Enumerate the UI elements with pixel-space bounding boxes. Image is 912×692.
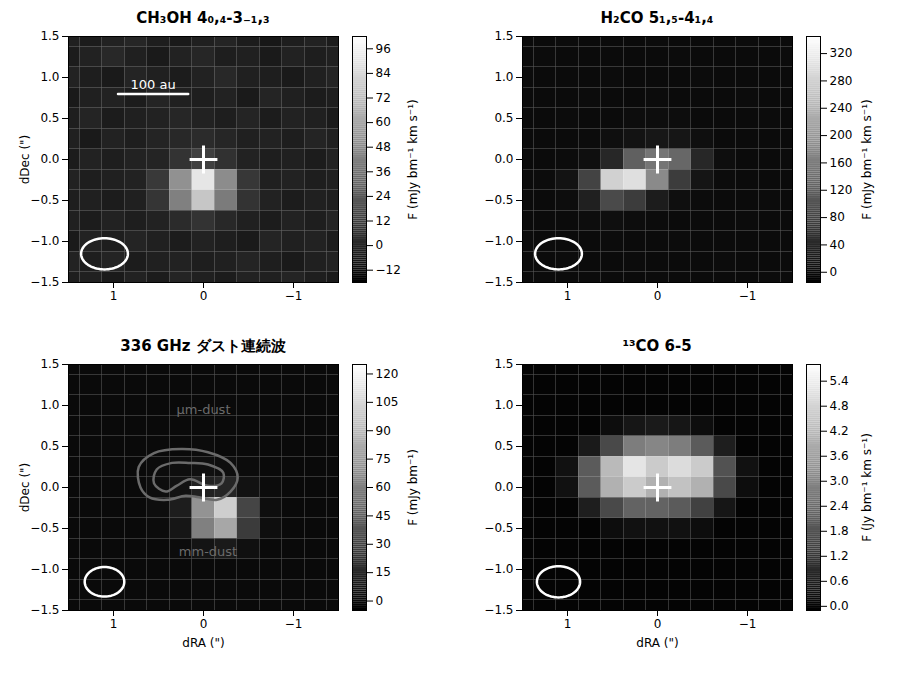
svg-text:0.5: 0.5 [40,439,59,453]
svg-text:−0.5: −0.5 [484,193,513,207]
svg-text:dDec ("): dDec (") [18,463,32,513]
svg-text:−1: −1 [739,617,757,631]
svg-text:1.5: 1.5 [494,358,513,371]
svg-text:36: 36 [376,165,391,179]
svg-text:−1: −1 [739,289,757,303]
svg-text:0: 0 [376,594,384,608]
svg-text:1.8: 1.8 [830,524,849,538]
svg-text:12: 12 [376,214,391,228]
svg-text:0.5: 0.5 [494,439,513,453]
svg-text:0: 0 [654,617,662,631]
svg-text:−1.0: −1.0 [30,234,59,248]
svg-text:1.5: 1.5 [494,30,513,43]
svg-text:60: 60 [376,115,391,129]
svg-text:−1.0: −1.0 [484,562,513,576]
svg-text:40: 40 [830,238,845,252]
svg-text:4.2: 4.2 [830,424,849,438]
svg-text:mm-dust: mm-dust [179,544,237,559]
svg-text:200: 200 [830,128,853,142]
svg-text:dRA ("): dRA (") [182,636,224,650]
svg-text:0.0: 0.0 [40,480,59,494]
svg-text:dDec ("): dDec (") [18,135,32,185]
svg-text:−1: −1 [285,617,303,631]
svg-text:0: 0 [200,289,208,303]
svg-text:1.5: 1.5 [40,30,59,43]
svg-text:3.6: 3.6 [830,449,849,463]
svg-text:1.0: 1.0 [494,70,513,84]
svg-text:4.8: 4.8 [830,399,849,413]
svg-text:96: 96 [376,42,391,56]
svg-text:15: 15 [376,565,391,579]
svg-text:−0.5: −0.5 [30,193,59,207]
svg-text:F (mJy bm⁻¹ km s⁻¹): F (mJy bm⁻¹ km s⁻¹) [860,99,874,219]
svg-text:0.0: 0.0 [494,152,513,166]
svg-text:F (Jy bm⁻¹ km s⁻¹): F (Jy bm⁻¹ km s⁻¹) [860,433,874,542]
svg-text:72: 72 [376,91,391,105]
svg-text:dRA ("): dRA (") [636,636,678,650]
svg-text:0.5: 0.5 [40,111,59,125]
svg-text:60: 60 [376,480,391,494]
html-text:CH₃OH 4₀,₄-3₋₁,₃: CH₃OH 4₀,₄-3₋₁,₃ [136,9,270,27]
svg-text:160: 160 [830,156,853,170]
svg-text:0: 0 [376,238,384,252]
html-text:¹³CO 6-5: ¹³CO 6-5 [622,337,692,355]
svg-text:120: 120 [830,183,853,197]
svg-text:100 au: 100 au [131,77,176,92]
svg-text:−0.5: −0.5 [484,521,513,535]
svg-text:280: 280 [830,74,853,88]
svg-text:0: 0 [200,617,208,631]
svg-text:1.0: 1.0 [494,398,513,412]
svg-text:−1.5: −1.5 [30,275,59,289]
svg-text:−1.5: −1.5 [484,603,513,617]
svg-text:µm-dust: µm-dust [177,402,231,417]
svg-text:F (mJy bm⁻¹ km s⁻¹): F (mJy bm⁻¹ km s⁻¹) [406,99,420,219]
svg-text:1: 1 [564,617,572,631]
svg-text:1: 1 [564,289,572,303]
svg-text:84: 84 [376,66,391,80]
svg-text:5.4: 5.4 [830,374,849,388]
svg-text:−0.5: −0.5 [30,521,59,535]
svg-text:1: 1 [110,289,118,303]
svg-text:−1.5: −1.5 [484,275,513,289]
svg-text:0: 0 [830,265,838,279]
svg-text:90: 90 [376,424,391,438]
html-text:H₂CO 5₁,₅-4₁,₄: H₂CO 5₁,₅-4₁,₄ [600,9,714,27]
svg-text:320: 320 [830,46,853,60]
svg-text:1: 1 [110,617,118,631]
svg-text:24: 24 [376,189,391,203]
svg-text:0: 0 [654,289,662,303]
svg-text:80: 80 [830,210,845,224]
svg-text:240: 240 [830,101,853,115]
svg-text:1.2: 1.2 [830,549,849,563]
svg-text:0.6: 0.6 [830,574,849,588]
svg-text:1.5: 1.5 [40,358,59,371]
svg-text:−12: −12 [376,263,401,277]
svg-text:0.5: 0.5 [494,111,513,125]
svg-text:1.0: 1.0 [40,70,59,84]
svg-text:75: 75 [376,452,391,466]
svg-text:120: 120 [376,367,399,381]
svg-text:−1.0: −1.0 [30,562,59,576]
svg-text:30: 30 [376,537,391,551]
svg-text:48: 48 [376,140,391,154]
svg-text:0.0: 0.0 [830,599,849,613]
svg-text:F (mJy bm⁻¹): F (mJy bm⁻¹) [406,449,420,526]
svg-text:0.0: 0.0 [494,480,513,494]
svg-text:1.0: 1.0 [40,398,59,412]
svg-text:45: 45 [376,509,391,523]
svg-text:−1.5: −1.5 [30,603,59,617]
svg-text:0.0: 0.0 [40,152,59,166]
svg-text:−1.0: −1.0 [484,234,513,248]
svg-text:2.4: 2.4 [830,499,849,513]
svg-text:−1: −1 [285,289,303,303]
svg-text:3.0: 3.0 [830,474,849,488]
html-text:336 GHz ダスト連続波: 336 GHz ダスト連続波 [120,337,286,355]
svg-text:105: 105 [376,395,399,409]
